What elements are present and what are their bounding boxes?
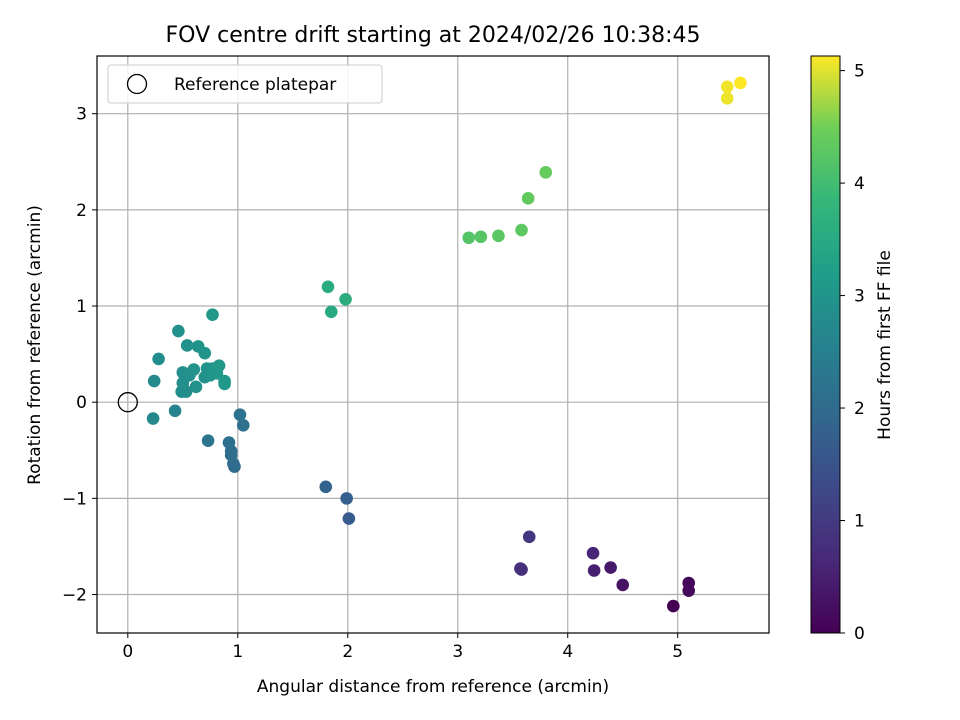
data-point [462,231,476,245]
data-point [342,512,356,525]
data-point [233,408,247,422]
colorbar-gradient [810,55,841,634]
data-point [514,562,527,575]
data-point [720,80,734,94]
data-point [720,92,734,105]
data-point [586,546,600,560]
data-point [212,359,226,372]
reference-platepar-marker [117,392,138,413]
grid-lines [97,56,769,633]
colorbar-label: Hours from first FF file [875,250,895,440]
legend-marker-icon [126,73,148,95]
x-axis-ticks: 0 1 2 3 4 5 [122,633,683,662]
data-point [236,418,250,432]
data-point [667,599,680,613]
y-tick-label: 3 [76,105,87,125]
data-point [147,374,161,388]
data-point [492,229,505,243]
data-point [187,363,201,376]
y-tick-label: 0 [76,393,87,413]
x-tick-label: 4 [562,642,573,662]
data-point [682,584,696,597]
reference-marker-layer [117,392,138,413]
data-point [515,223,528,237]
x-tick-label: 5 [672,642,683,662]
y-tick-label: −1 [62,489,87,509]
colorbar-tick-label: 3 [854,287,865,307]
data-point [522,530,536,544]
y-tick-label: −2 [62,586,87,606]
colorbar-tick-label: 0 [854,624,865,644]
data-point [321,280,335,294]
legend-box [107,64,383,104]
colorbar-tick-label: 4 [854,174,865,194]
data-point [198,346,212,360]
data-point [324,305,338,319]
colorbar-tick-label: 2 [854,399,865,419]
x-axis-label: Angular distance from reference (arcmin) [257,677,609,697]
y-tick-label: 2 [76,201,87,221]
x-tick-label: 0 [122,642,133,662]
data-point [206,308,219,321]
data-point [539,166,553,179]
data-point [168,404,182,418]
data-point [734,76,747,90]
plot-frame [96,55,770,634]
legend: Reference platepar [107,64,383,104]
data-point [521,192,535,205]
data-point [339,293,352,306]
chart-title: FOV centre drift starting at 2024/02/26 … [166,23,701,48]
colorbar-ticks: 0 1 2 3 4 5 [840,62,865,644]
data-point [616,578,630,592]
data-points [146,76,747,613]
data-point [222,436,236,449]
data-point [146,412,160,425]
data-point [201,434,215,447]
data-point [180,339,194,352]
y-axis-ticks: −2 −1 0 1 2 3 [62,105,97,606]
colorbar-tick-label: 1 [854,512,865,532]
data-point [587,564,601,577]
data-point [218,377,231,391]
data-point [604,561,617,574]
data-point [340,492,353,505]
legend-label: Reference platepar [174,75,336,95]
colorbar-tick-label: 5 [854,62,865,82]
data-point [189,380,203,394]
y-axis-label: Rotation from reference (arcmin) [25,205,45,485]
y-tick-label: 1 [76,297,87,317]
x-tick-label: 2 [342,642,353,662]
colorbar: 0 1 2 3 4 5 Hours from first FF file [810,55,895,644]
data-point [474,230,488,244]
x-tick-label: 1 [232,642,243,662]
data-point [319,480,333,494]
x-tick-label: 3 [452,642,463,662]
data-point [172,324,185,338]
data-point [152,352,165,366]
